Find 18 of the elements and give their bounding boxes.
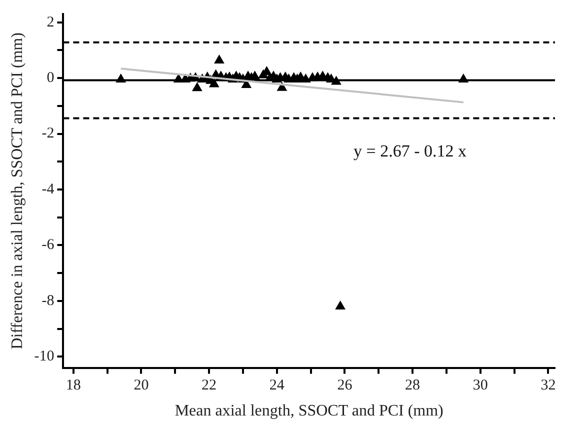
x-tick-label: 26: [337, 378, 353, 394]
x-tick-label: 30: [472, 378, 488, 394]
y-tick-label: -8: [42, 292, 54, 309]
x-tick-label: 24: [269, 378, 285, 394]
x-tick-label: 20: [134, 378, 149, 394]
annotation: y = 2.67 - 0.12 x: [353, 141, 467, 160]
x-tick-label: 22: [202, 378, 217, 394]
y-tick-label: -4: [42, 181, 55, 198]
y-tick-label: -2: [42, 126, 54, 142]
x-tick-label: 28: [405, 378, 420, 394]
y-tick-label: 2: [46, 14, 54, 30]
x-tick-label: 32: [540, 378, 556, 394]
y-tick-label: -6: [42, 237, 55, 254]
y-tick-label: 0: [46, 70, 54, 86]
y-tick-label: -10: [34, 348, 54, 365]
x-axis-title: Mean axial length, SSOCT and PCI (mm): [174, 402, 444, 420]
y-axis-title: Difference in axial length, SSOCT and PCI (mm): [8, 32, 26, 350]
x-tick-label: 18: [66, 378, 81, 394]
